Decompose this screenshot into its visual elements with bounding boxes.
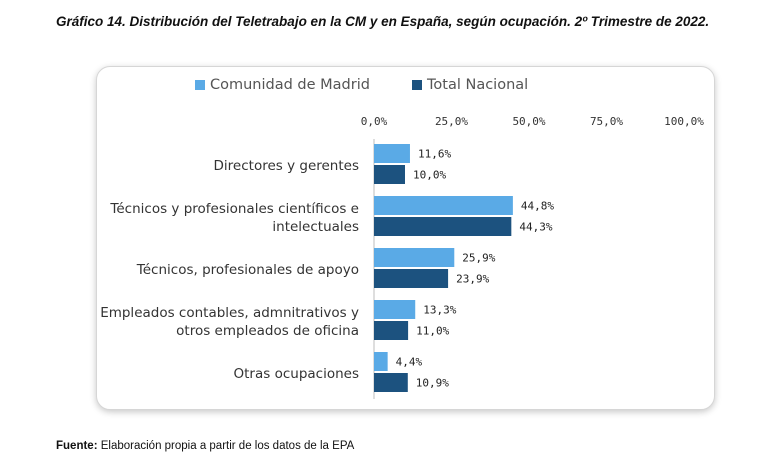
- x-tick-label: 50,0%: [512, 115, 545, 128]
- data-label: 13,3%: [423, 304, 456, 317]
- x-tick-label: 75,0%: [590, 115, 623, 128]
- bar-nacional: [374, 373, 408, 392]
- x-tick-label: 25,0%: [435, 115, 468, 128]
- bar-nacional: [374, 217, 512, 236]
- bar-nacional: [374, 165, 405, 184]
- category-label: Técnicos, profesionales de apoyo: [136, 262, 359, 278]
- data-label: 10,9%: [416, 377, 449, 390]
- data-label: 44,8%: [521, 200, 554, 213]
- category-label: Empleados contables, admnitrativos y: [100, 305, 359, 321]
- legend-swatch-nacional: [412, 80, 422, 90]
- data-label: 11,6%: [418, 148, 451, 161]
- data-label: 11,0%: [416, 325, 449, 338]
- data-label: 4,4%: [396, 356, 423, 369]
- category-label: otros empleados de oficina: [176, 323, 359, 339]
- source-text: Elaboración propia a partir de los datos…: [97, 440, 355, 452]
- legend-swatch-madrid: [195, 80, 205, 90]
- source-label: Fuente:: [56, 440, 98, 452]
- bar-nacional: [374, 321, 409, 340]
- category-label: intelectuales: [272, 219, 359, 235]
- legend-label-nacional: Total Nacional: [427, 77, 529, 93]
- bar-madrid: [374, 144, 410, 163]
- bar-nacional: [374, 269, 449, 288]
- chart-legend: Comunidad de Madrid Total Nacional: [97, 77, 714, 97]
- bar-chart: 0,0% 25,0% 50,0% 75,0% 100,0% Directores y ge…: [100, 115, 704, 399]
- bar-madrid: [374, 248, 455, 267]
- bar-madrid: [374, 300, 416, 319]
- category-label: Otras ocupaciones: [234, 366, 359, 382]
- chart-title: Gráfico 14. Distribución del Teletrabajo…: [56, 14, 710, 29]
- data-label: 10,0%: [413, 169, 446, 182]
- source-note: Fuente: Elaboración propia a partir de l…: [56, 440, 354, 452]
- category-label: Técnicos y profesionales científicos e: [109, 201, 359, 217]
- legend-item-nacional: Total Nacional: [412, 77, 528, 93]
- bar-madrid: [374, 352, 388, 371]
- bar-madrid: [374, 196, 513, 215]
- category-label: Directores y gerentes: [214, 158, 359, 174]
- data-label: 23,9%: [456, 273, 489, 286]
- legend-item-madrid: Comunidad de Madrid: [195, 77, 370, 93]
- legend-label-madrid: Comunidad de Madrid: [210, 77, 370, 93]
- data-label: 44,3%: [519, 221, 552, 234]
- data-label: 25,9%: [462, 252, 495, 265]
- chart-panel: Comunidad de Madrid Total Nacional 0,0% 2…: [96, 66, 715, 410]
- x-tick-label: 0,0%: [361, 115, 388, 128]
- x-tick-label: 100,0%: [664, 115, 704, 128]
